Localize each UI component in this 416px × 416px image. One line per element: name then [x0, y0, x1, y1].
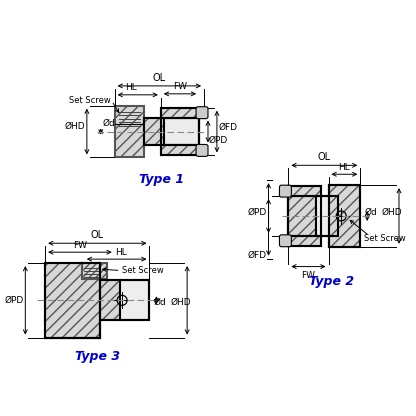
- Text: HL: HL: [115, 248, 126, 257]
- Bar: [288, 236, 321, 246]
- Bar: [288, 196, 316, 236]
- Bar: [288, 186, 321, 246]
- Bar: [161, 108, 199, 118]
- Text: Type 3: Type 3: [75, 350, 120, 364]
- Bar: [161, 146, 199, 156]
- Text: ØHD: ØHD: [64, 122, 85, 131]
- Bar: [329, 185, 360, 247]
- Bar: [316, 196, 338, 236]
- Bar: [144, 118, 199, 146]
- Bar: [329, 185, 360, 247]
- Text: ØPD: ØPD: [4, 296, 23, 305]
- Text: Type 2: Type 2: [309, 275, 354, 287]
- Text: ØPD: ØPD: [209, 136, 228, 145]
- Text: ØPD: ØPD: [247, 208, 267, 216]
- Bar: [288, 196, 338, 236]
- FancyBboxPatch shape: [280, 185, 291, 197]
- Bar: [144, 118, 163, 146]
- Bar: [45, 263, 100, 337]
- Bar: [163, 118, 199, 146]
- Text: Ød: Ød: [154, 298, 166, 307]
- FancyBboxPatch shape: [196, 107, 208, 119]
- Text: FW: FW: [302, 270, 315, 280]
- Text: FW: FW: [173, 82, 187, 92]
- Text: OL: OL: [153, 73, 166, 83]
- Text: OL: OL: [91, 230, 104, 240]
- Text: FW: FW: [73, 241, 87, 250]
- Bar: [100, 280, 149, 320]
- Bar: [45, 263, 100, 337]
- Text: OL: OL: [318, 152, 331, 162]
- Text: Set Screw: Set Screw: [364, 234, 406, 243]
- Bar: [82, 263, 107, 279]
- Text: Set Screw: Set Screw: [121, 266, 163, 275]
- Text: Set Screw: Set Screw: [69, 96, 111, 105]
- Text: Type 1: Type 1: [139, 173, 184, 186]
- Text: ØFD: ØFD: [219, 123, 238, 132]
- Bar: [161, 108, 199, 156]
- Text: Ød: Ød: [103, 119, 116, 128]
- Text: HL: HL: [339, 163, 350, 172]
- FancyBboxPatch shape: [280, 235, 291, 247]
- Text: ØHD: ØHD: [381, 208, 402, 216]
- Bar: [288, 186, 321, 196]
- Text: HL: HL: [125, 83, 137, 92]
- Bar: [100, 280, 120, 320]
- Text: ØFD: ØFD: [248, 251, 267, 260]
- Text: ØHD: ØHD: [170, 298, 191, 307]
- FancyBboxPatch shape: [196, 144, 208, 156]
- Bar: [115, 106, 144, 157]
- Text: Ød: Ød: [364, 208, 377, 216]
- Bar: [120, 280, 149, 320]
